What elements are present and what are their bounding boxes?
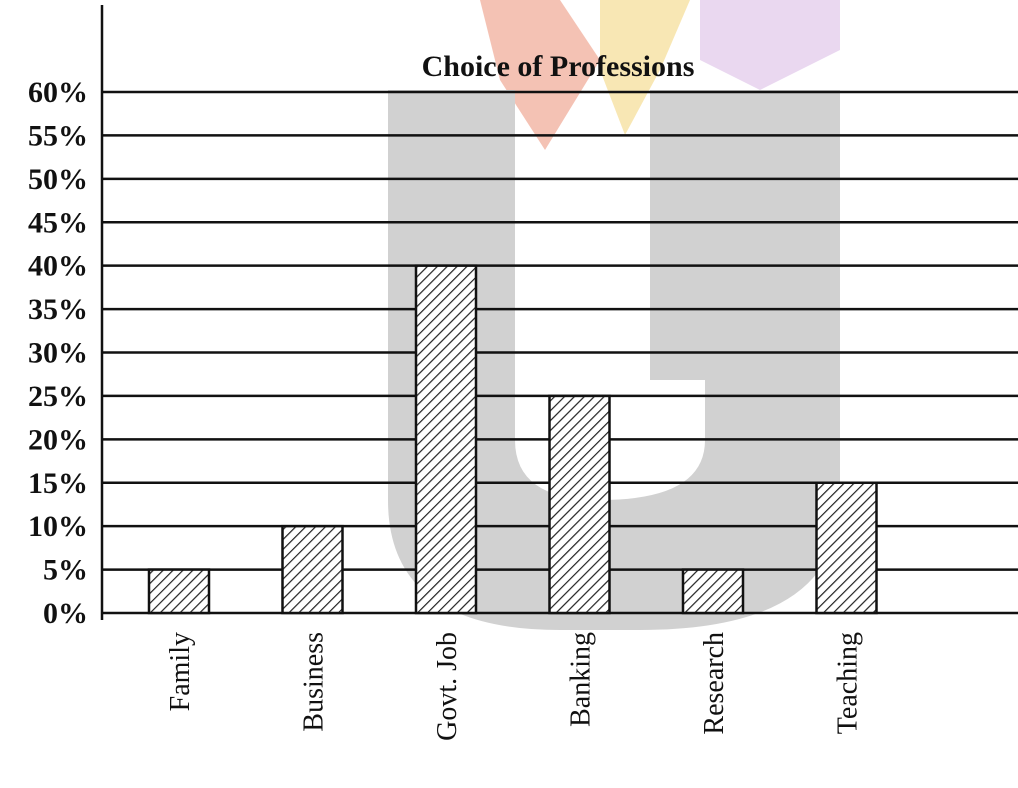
y-tick-label: 5%	[43, 554, 88, 587]
category-label: Teaching	[833, 632, 864, 734]
watermark-flame-right	[700, 0, 840, 90]
bars	[147, 264, 878, 615]
category-labels: Family Business Govt. Job Banking Research Te…	[165, 632, 864, 741]
y-tick-label: 45%	[28, 206, 88, 239]
y-tick-label: 15%	[28, 467, 88, 500]
chart-title: Choice of Professions	[422, 50, 695, 83]
bar-govt-job	[414, 264, 478, 615]
y-tick-label: 10%	[28, 510, 88, 543]
y-tick-label: 50%	[28, 163, 88, 196]
y-tick-label: 25%	[28, 380, 88, 413]
y-tick-labels: 0% 5% 10% 15% 20% 25% 30% 35% 40% 45% 50% 55% 60%	[28, 76, 88, 630]
category-label: Business	[299, 632, 330, 732]
category-label: Banking	[566, 632, 597, 727]
y-tick-label: 0%	[43, 597, 88, 630]
category-label: Govt. Job	[432, 632, 463, 741]
bar-business	[281, 524, 344, 615]
y-tick-label: 35%	[28, 293, 88, 326]
y-tick-label: 55%	[28, 119, 88, 152]
y-tick-label: 60%	[28, 76, 88, 109]
y-tick-label: 30%	[28, 337, 88, 370]
bar-family	[147, 568, 211, 615]
watermark-flame-mid	[600, 0, 690, 135]
bar-teaching	[815, 481, 878, 615]
category-label: Research	[699, 632, 730, 735]
watermark-flame-left	[480, 0, 600, 150]
category-label: Family	[165, 632, 196, 711]
bar-research	[681, 568, 745, 615]
y-tick-label: 20%	[28, 423, 88, 456]
gridlines	[102, 90, 1018, 615]
bar-banking	[548, 394, 611, 615]
watermark-logo	[388, 0, 840, 630]
watermark-u-shape	[388, 90, 840, 630]
y-tick-label: 40%	[28, 250, 88, 283]
